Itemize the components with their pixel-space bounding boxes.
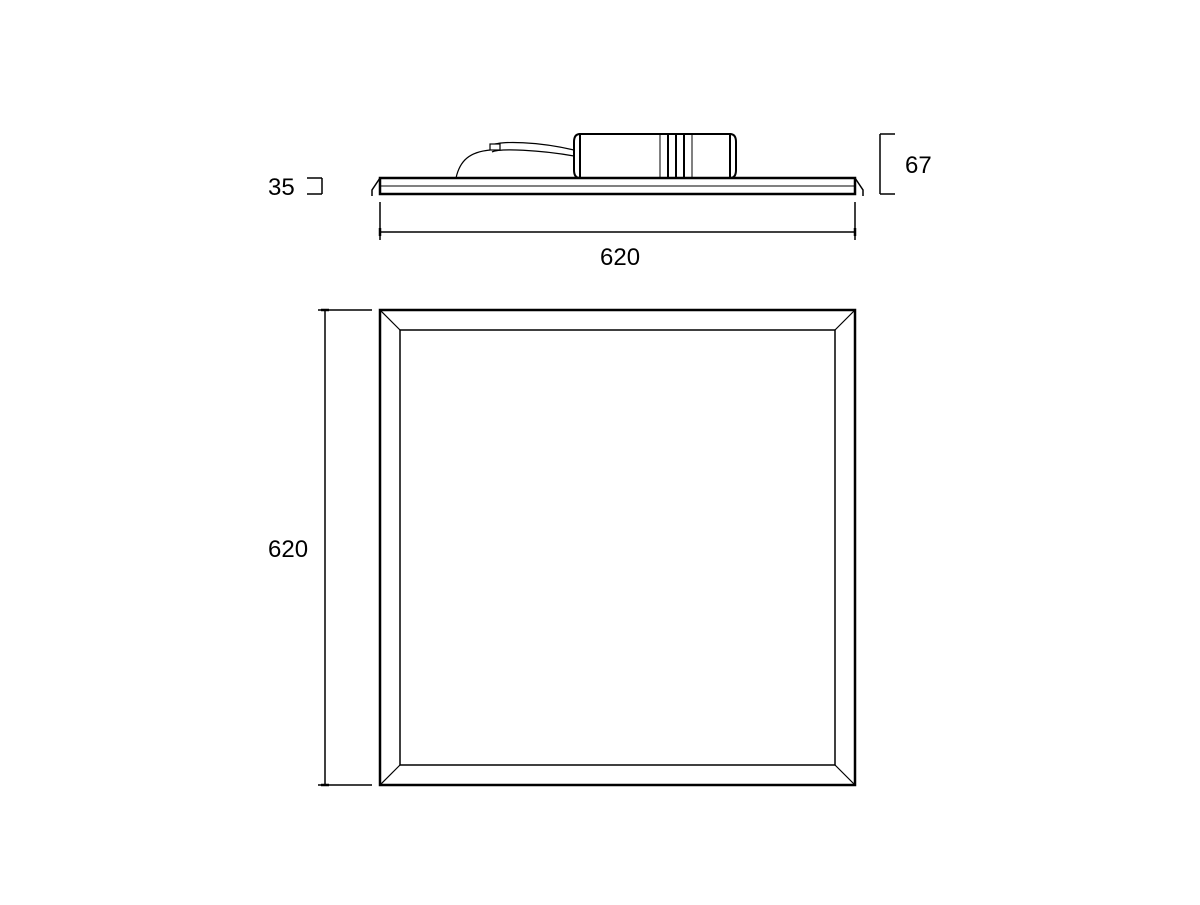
technical-drawing: 35 67 620 620 (0, 0, 1200, 900)
dim-label-620-width: 620 (600, 244, 640, 272)
dim-label-620-height: 620 (268, 536, 308, 564)
dim-620-width (380, 202, 855, 240)
dim-label-35: 35 (268, 174, 295, 202)
dim-620-height (318, 310, 372, 785)
side-view-panel (372, 178, 863, 196)
driver-wire (456, 143, 574, 178)
driver-box (574, 134, 736, 178)
dim-label-67: 67 (905, 152, 932, 180)
front-view-panel (380, 310, 855, 785)
dim-35-bracket (307, 178, 322, 194)
dim-67-bracket (880, 134, 895, 194)
drawing-svg (0, 0, 1200, 900)
